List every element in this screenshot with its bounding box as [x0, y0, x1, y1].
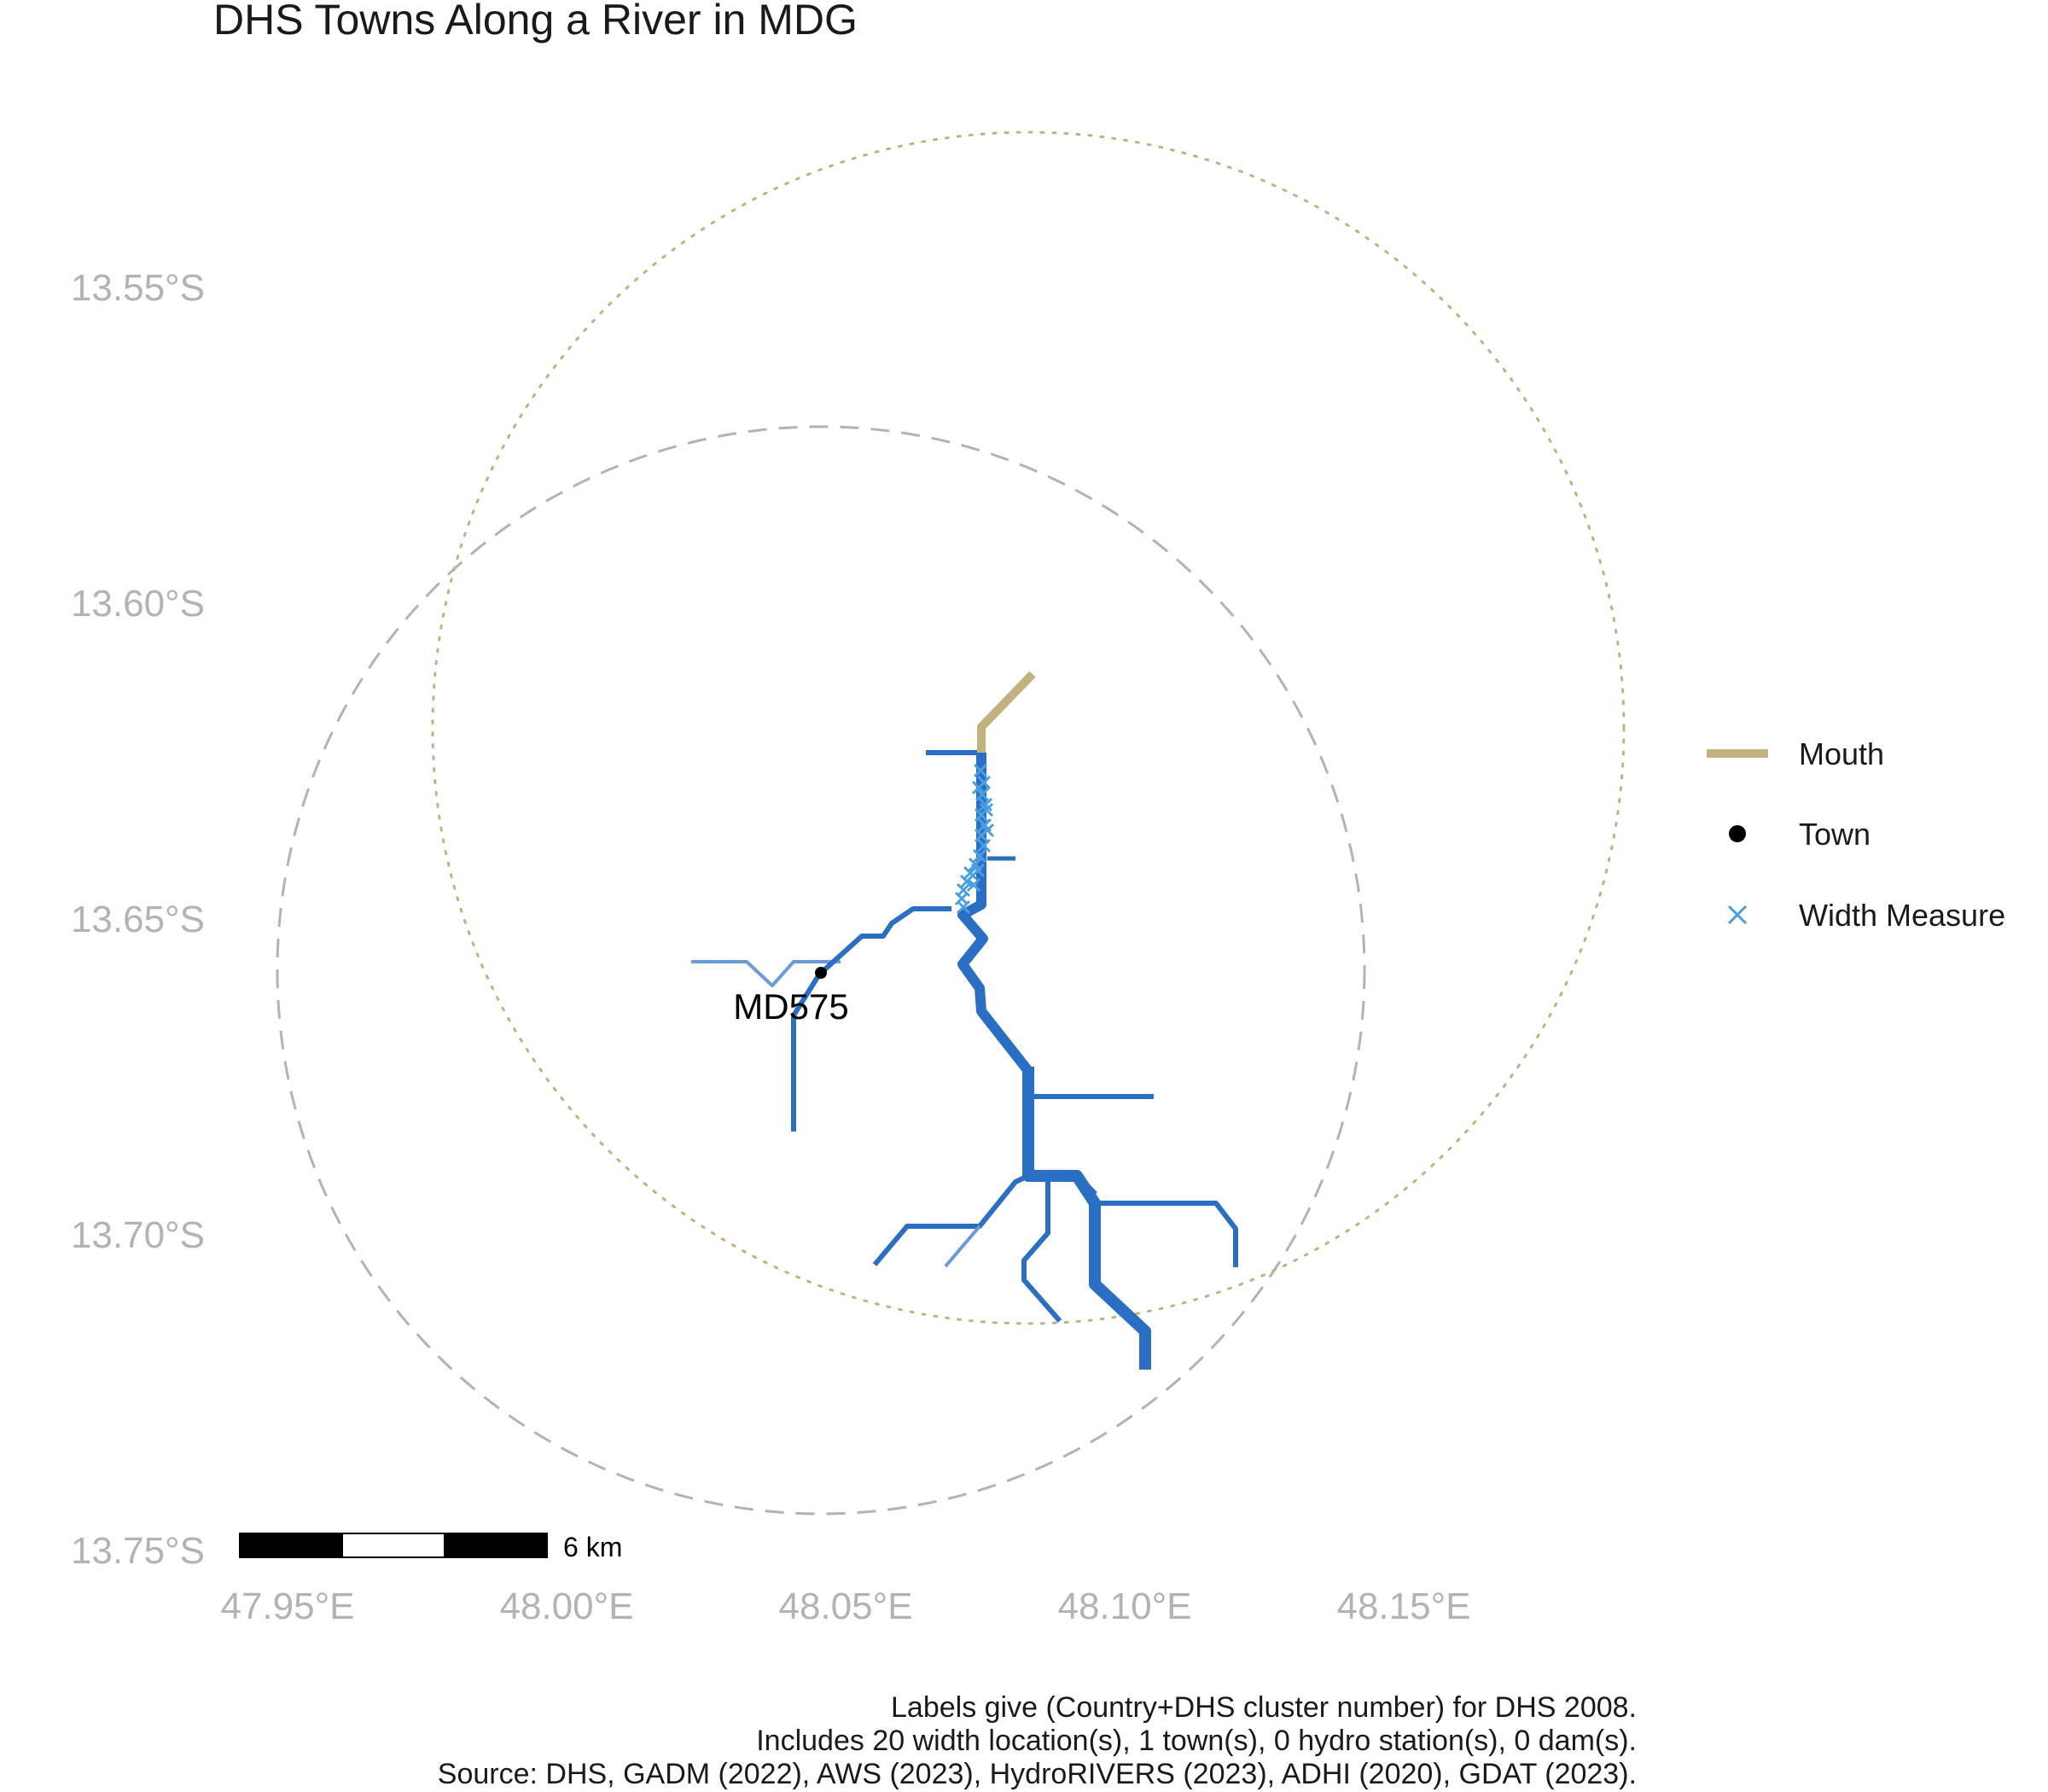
- river-tributary-south-west-light: [944, 1225, 981, 1268]
- legend-town-key: [1729, 825, 1746, 842]
- width-measures: [954, 763, 995, 915]
- width-measure-marker: [980, 823, 995, 838]
- legend-width-measure-key: [1727, 905, 1748, 925]
- river-tributary-south-middle: [1021, 1182, 1062, 1323]
- width-measure-marker: [966, 877, 981, 893]
- y-axis-label: 13.55°S: [71, 267, 205, 309]
- caption-line-3: Source: DHS, GADM (2022), AWS (2023), Hy…: [438, 1758, 1637, 1790]
- width-measure-marker: [972, 848, 987, 864]
- map-title: DHS Towns Along a River in MDG: [213, 0, 858, 44]
- width-measure-marker: [975, 787, 990, 802]
- width-measure-marker: [970, 863, 986, 878]
- y-axis-label: 13.75°S: [71, 1530, 205, 1572]
- legend: Mouth Town Width Measure: [1707, 736, 2005, 933]
- y-axis-label: 13.60°S: [71, 583, 205, 625]
- width-measure-marker: [976, 838, 992, 853]
- scale-bar: 6 km: [239, 1532, 622, 1562]
- x-axis-label: 47.95°E: [220, 1585, 354, 1627]
- x-axis-labels: 47.95°E 48.00°E 48.05°E 48.10°E 48.15°E: [220, 1585, 1470, 1627]
- x-axis-label: 48.15°E: [1336, 1585, 1470, 1627]
- caption-line-2: Includes 20 width location(s), 1 town(s)…: [756, 1725, 1637, 1757]
- x-axis-label: 48.10°E: [1057, 1585, 1191, 1627]
- river-network: [691, 671, 1238, 1370]
- y-axis-labels: 13.55°S 13.60°S 13.65°S 13.70°S 13.75°S: [71, 267, 205, 1572]
- legend-label-town: Town: [1799, 817, 1871, 852]
- dashed-buffer-circle: [276, 425, 1366, 1516]
- river-main-stem: [957, 753, 1033, 1181]
- legend-label-width-measure: Width Measure: [1799, 898, 2005, 933]
- x-axis-label: 48.05°E: [778, 1585, 912, 1627]
- width-measure-marker: [971, 780, 986, 795]
- width-measure-marker: [979, 802, 994, 817]
- river-tributary-south-lower: [1074, 1173, 1097, 1197]
- river-tributary-south-west: [872, 1173, 1030, 1266]
- river-mouth-segment: [977, 671, 1036, 753]
- y-axis-label: 13.65°S: [71, 899, 205, 940]
- caption-line-1: Labels give (Country+DHS cluster number)…: [891, 1691, 1637, 1724]
- legend-label-mouth: Mouth: [1799, 736, 1884, 771]
- scale-bar-label: 6 km: [563, 1532, 622, 1562]
- width-measure-marker: [959, 874, 975, 889]
- y-axis-label: 13.70°S: [71, 1214, 205, 1256]
- width-measure-marker: [978, 797, 993, 812]
- x-axis-label: 48.00°E: [499, 1585, 633, 1627]
- width-measure-marker: [956, 899, 971, 915]
- caption: Labels give (Country+DHS cluster number)…: [438, 1691, 1637, 1790]
- town-label: MD575: [733, 986, 848, 1027]
- river-tributary-west: [791, 906, 951, 1132]
- width-measure-marker: [963, 865, 978, 881]
- river-tributary-west-light: [691, 960, 841, 987]
- town-marker[interactable]: [815, 967, 827, 979]
- dotted-buffer-circle: [431, 131, 1626, 1325]
- width-measure-marker: [973, 763, 988, 778]
- river-tributary-east-2: [1095, 1201, 1238, 1267]
